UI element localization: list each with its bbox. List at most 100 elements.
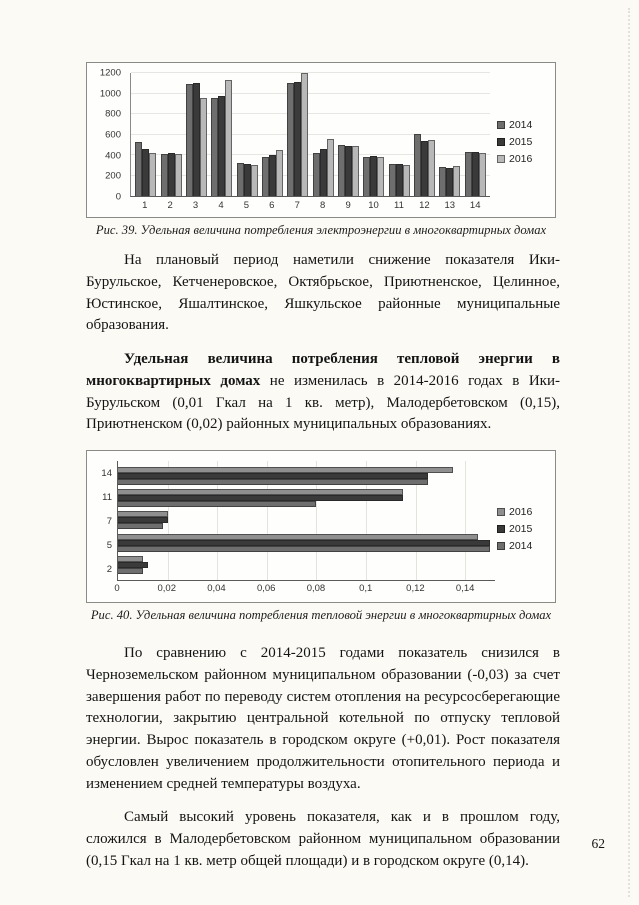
bar-2014 <box>118 479 429 486</box>
legend-label-2014: 2014 <box>509 539 533 552</box>
paragraph-planned-period: На плановый период наметили снижение пок… <box>86 252 560 334</box>
bar-2016 <box>301 73 309 196</box>
bar-group-14 <box>118 467 495 486</box>
bar-2016 <box>118 555 143 562</box>
plot-area <box>130 72 490 197</box>
bar-2014 <box>211 97 219 196</box>
y-tick-label: 200 <box>105 170 121 182</box>
bar-2016 <box>250 164 258 196</box>
bar-group-14 <box>463 73 488 196</box>
bar-group-8 <box>311 73 336 196</box>
x-tick-label: 0,1 <box>359 583 373 594</box>
x-tick-label: 4 <box>218 200 224 211</box>
bar-group-11 <box>387 73 412 196</box>
paragraph-heat-energy-bold: Удельная величина потребления тепловой э… <box>86 351 560 389</box>
x-tick-label: 14 <box>469 200 481 211</box>
bar-2016 <box>118 511 168 518</box>
bar-2014 <box>185 84 193 196</box>
x-tick-label: 2 <box>167 200 173 211</box>
y-tick-label: 1000 <box>99 88 121 100</box>
bar-2014 <box>464 151 472 196</box>
bar-2015 <box>268 155 276 196</box>
x-tick-label: 12 <box>419 200 430 211</box>
bar-2014 <box>236 162 244 196</box>
bar-2015 <box>192 83 200 196</box>
paragraph-heat-energy: Удельная величина потребления тепловой э… <box>86 349 560 436</box>
bar-group-5 <box>234 73 259 196</box>
bar-group-13 <box>437 73 462 196</box>
legend-label-2016: 2016 <box>509 153 533 165</box>
bar-2016 <box>377 157 385 196</box>
legend-swatch-2016 <box>497 155 505 163</box>
bar-2014 <box>414 134 422 196</box>
bar-2014 <box>118 545 491 552</box>
x-tick-label: 3 <box>192 200 199 211</box>
figure-39: 0 200 400 600 800 1000 1200 1 2 3 4 5 6 7 8 9 10 11 12 13 14… <box>86 62 556 238</box>
y-tick-label: 1200 <box>99 67 121 79</box>
bar-2014 <box>287 83 295 196</box>
gridline <box>366 461 368 580</box>
bar-group-2 <box>118 555 495 574</box>
bar-2014 <box>135 141 143 196</box>
y-tick-label: 800 <box>105 108 121 120</box>
gridline <box>131 154 490 155</box>
bar-2016 <box>428 139 436 196</box>
x-axis-labels: 1 2 3 4 5 6 7 8 9 10 11 12 13 14 <box>130 200 490 211</box>
gridline <box>465 461 467 580</box>
x-tick-label: 0 <box>114 583 120 594</box>
figure-40: 14 11 7 5 2 0 0,02 0,04 0,06 0,08 0,1 0,12 0,14 2016 2… <box>86 450 556 623</box>
bar-2015 <box>167 152 175 196</box>
bar-2016 <box>118 467 453 474</box>
x-tick-label: 8 <box>320 200 326 211</box>
heat-consumption-chart: 14 11 7 5 2 0 0,02 0,04 0,06 0,08 0,1 0,12 0,14 2016 2… <box>86 450 556 603</box>
bar-2015 <box>370 156 378 196</box>
x-tick-label: 0,12 <box>406 583 425 594</box>
bar-2016 <box>225 80 233 196</box>
bar-group-1 <box>133 73 158 196</box>
y-tick-label: 400 <box>105 150 121 162</box>
paragraph-highest-level: Самый высокий уровень показателя, как и … <box>86 809 560 869</box>
bar-group-7 <box>118 511 495 530</box>
bar-2016 <box>326 138 334 196</box>
bar-group-12 <box>412 73 437 196</box>
y-tick-label: 2 <box>106 563 112 575</box>
legend-item-2016: 2016 <box>497 506 547 518</box>
legend: 2014 2015 2016 <box>495 119 547 165</box>
bar-group-10 <box>361 73 386 196</box>
bar-2015 <box>243 163 251 196</box>
bar-2015 <box>118 473 429 480</box>
bar-2014 <box>118 501 317 508</box>
bar-2015 <box>218 96 226 196</box>
bar-2016 <box>352 146 360 196</box>
x-tick-label: 9 <box>345 200 351 211</box>
gridline <box>217 461 219 580</box>
paragraph-heat-energy-rest: не изменилась в 2014-2016 годах в Ики-Бу… <box>86 372 560 433</box>
bar-2014 <box>388 164 396 196</box>
bar-2015 <box>118 517 168 524</box>
bar-group-5 <box>118 533 495 552</box>
x-axis-labels: 0 0,02 0,04 0,06 0,08 0,1 0,12 0,14 <box>114 583 495 596</box>
y-tick-label: 7 <box>106 515 112 527</box>
bar-2014 <box>338 144 346 196</box>
gridline <box>131 113 490 114</box>
bar-2014 <box>439 167 447 196</box>
bar-2016 <box>149 152 157 196</box>
gridline <box>266 461 268 580</box>
bar-2015 <box>142 149 150 196</box>
legend-item-2016: 2016 <box>497 153 547 165</box>
electricity-consumption-chart: 0 200 400 600 800 1000 1200 1 2 3 4 5 6 7 8 9 10 11 12 13 14… <box>86 62 556 218</box>
legend-swatch-2014 <box>497 541 505 550</box>
gridline <box>131 92 490 94</box>
bar-2014 <box>118 567 143 574</box>
plot-wrap: 1 2 3 4 5 6 7 8 9 10 11 12 13 14 <box>130 72 490 211</box>
bar-group-4 <box>209 73 234 196</box>
gridline <box>131 174 490 176</box>
y-tick-label: 5 <box>106 539 112 551</box>
y-axis: 14 11 7 5 2 <box>95 461 117 581</box>
bar-2016 <box>199 98 207 196</box>
legend-item-2014: 2014 <box>497 540 547 552</box>
legend-label-2015: 2015 <box>509 522 533 535</box>
paragraph-comparison: По сравнению с 2014-2015 годами показате… <box>86 645 560 792</box>
legend-swatch-2015 <box>497 524 505 533</box>
